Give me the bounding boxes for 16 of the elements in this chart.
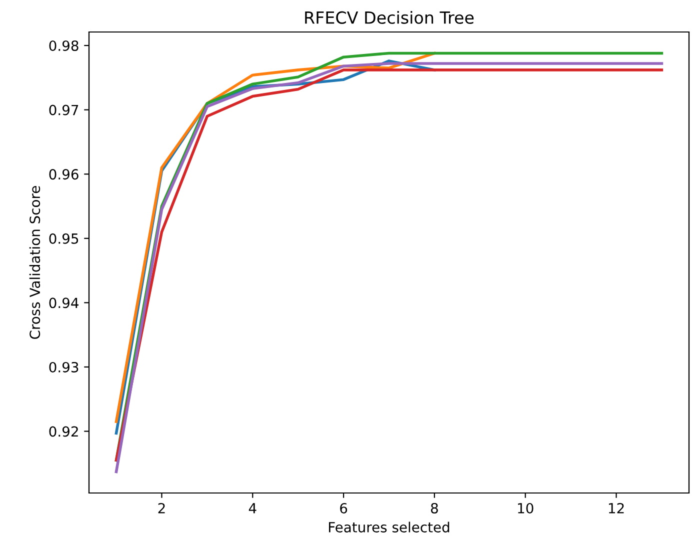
y-tick-label: 0.94 xyxy=(49,298,78,308)
x-tick-label: 8 xyxy=(430,502,438,514)
y-tick-label: 0.95 xyxy=(49,233,78,244)
x-tick-label: 4 xyxy=(248,503,256,514)
y-tick-label: 0.98 xyxy=(49,40,78,51)
y-tick-label: 0.92 xyxy=(49,426,78,437)
y-tick-label: 0.96 xyxy=(49,169,78,180)
chart-title: RFECV Decision Tree xyxy=(305,11,474,24)
x-axis-title: Features selected xyxy=(328,522,450,532)
y-axis-title: Cross Validation Score xyxy=(29,186,40,339)
x-tick-label: 6 xyxy=(340,502,348,514)
x-tick-label: 10 xyxy=(518,502,534,514)
x-tick-label: 2 xyxy=(158,502,165,514)
x-tick-label: 12 xyxy=(608,502,624,514)
y-tick-label: 0.97 xyxy=(49,104,78,116)
y-tick-label: 0.93 xyxy=(49,362,78,372)
